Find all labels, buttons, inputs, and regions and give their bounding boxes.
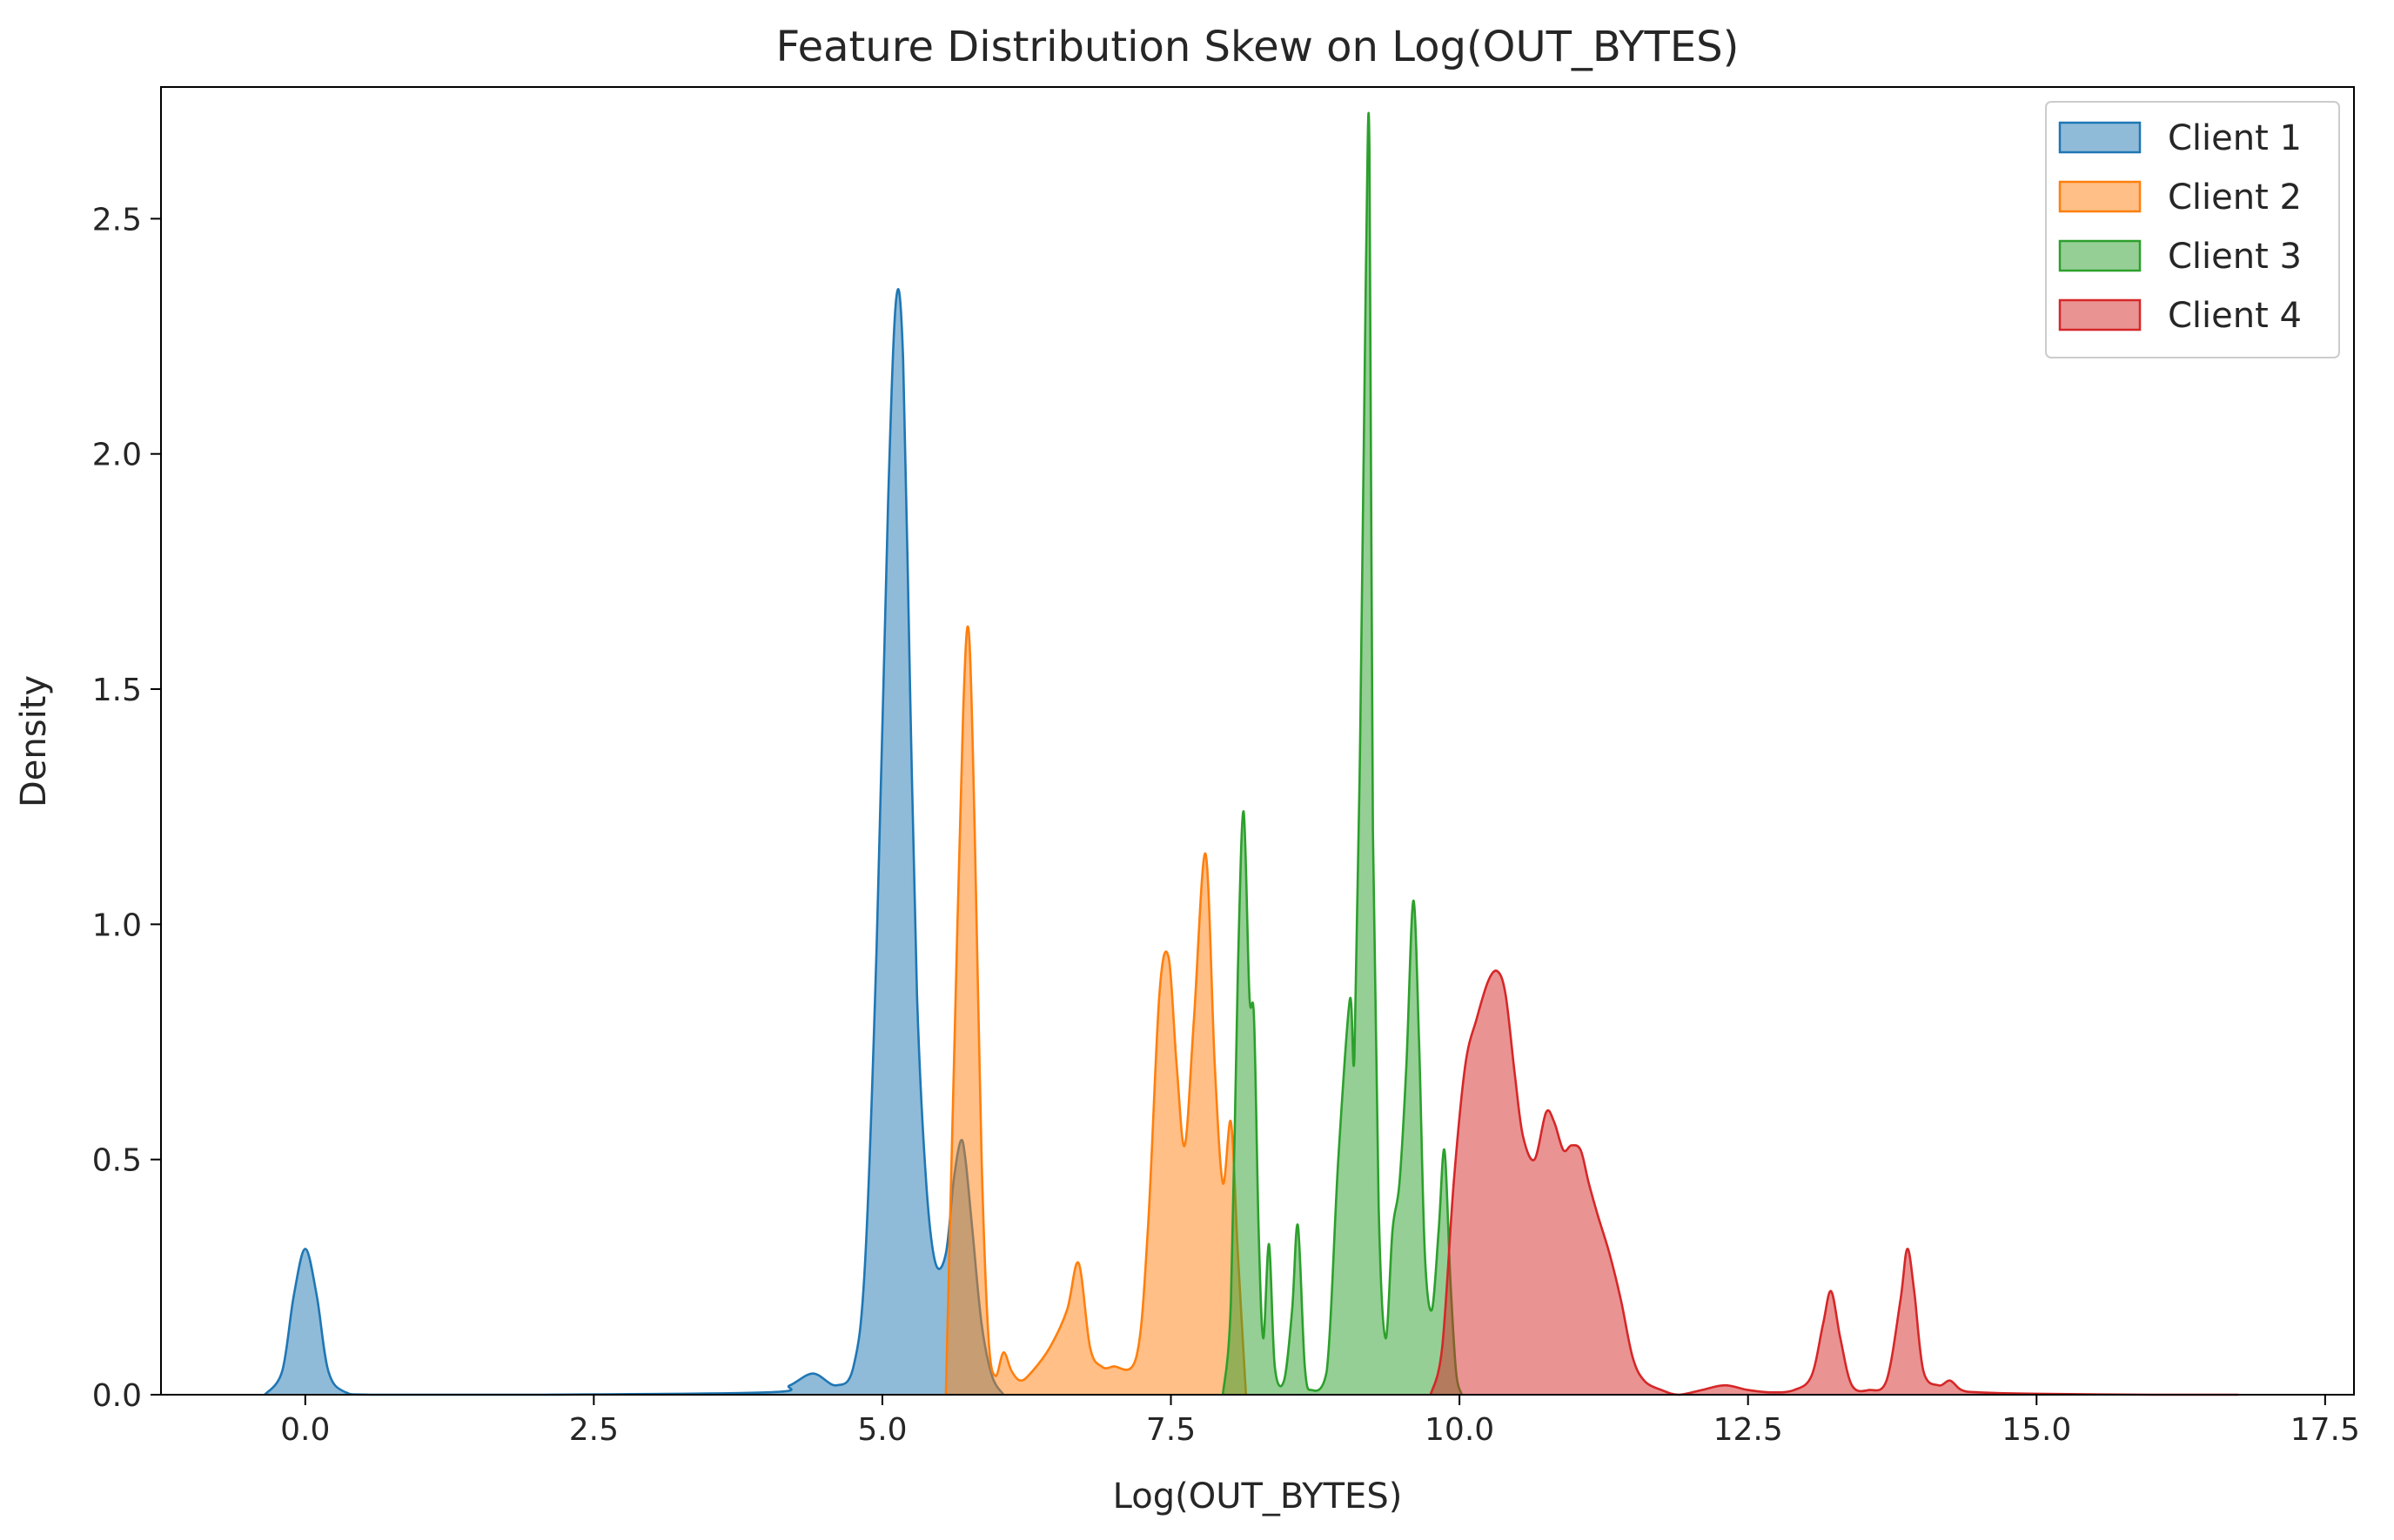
- legend-swatch-client-3: [2058, 239, 2142, 272]
- x-tick-label: 5.0: [857, 1412, 907, 1448]
- legend-label-client-4: Client 4: [2168, 296, 2302, 336]
- x-tick-label: 15.0: [2002, 1412, 2071, 1448]
- series-area-client-2: [945, 626, 1246, 1395]
- x-tick-label: 0.0: [280, 1412, 330, 1448]
- legend-label-client-3: Client 3: [2168, 237, 2302, 277]
- y-tick-label: 2.5: [92, 202, 142, 238]
- y-tick-label: 0.5: [92, 1143, 142, 1179]
- x-axis: 0.0 2.5 5.0 7.5 10.0 12.5 15.0 17.5: [280, 1395, 2360, 1448]
- x-axis-label: Log(OUT_BYTES): [1113, 1476, 1403, 1517]
- y-tick-label: 1.5: [92, 673, 142, 708]
- legend-label-client-2: Client 2: [2168, 177, 2302, 218]
- x-tick-label: 7.5: [1146, 1412, 1196, 1448]
- legend-swatch-client-2: [2058, 180, 2142, 213]
- axes-frame: [160, 86, 2355, 1396]
- series-line-client-2: [944, 626, 1248, 1396]
- series-line-client-3: [1221, 111, 1464, 1396]
- y-tick-label: 0.0: [92, 1378, 142, 1414]
- y-tick-label: 2.0: [92, 438, 142, 473]
- y-axis-label: Density: [14, 675, 54, 807]
- legend: Client 1 Client 2 Client 3 Client 4: [2045, 101, 2340, 358]
- x-tick-label: 12.5: [1713, 1412, 1783, 1448]
- legend-swatch-client-1: [2058, 121, 2142, 154]
- x-tick-label: 10.0: [1425, 1412, 1494, 1448]
- legend-label-client-1: Client 1: [2168, 118, 2302, 158]
- series-area-client-3: [1223, 112, 1462, 1396]
- legend-swatch-client-4: [2058, 298, 2142, 331]
- y-tick-label: 1.0: [92, 907, 142, 943]
- x-tick-label: 2.5: [569, 1412, 619, 1448]
- series-area-client-1: [265, 289, 1004, 1395]
- legend-box: [2045, 101, 2340, 358]
- y-axis: 0.0 0.5 1.0 1.5 2.0 2.5: [92, 202, 161, 1414]
- chart-title: Feature Distribution Skew on Log(OUT_BYT…: [776, 23, 1740, 71]
- plot-area: [264, 111, 2239, 1396]
- x-tick-label: 17.5: [2290, 1412, 2360, 1448]
